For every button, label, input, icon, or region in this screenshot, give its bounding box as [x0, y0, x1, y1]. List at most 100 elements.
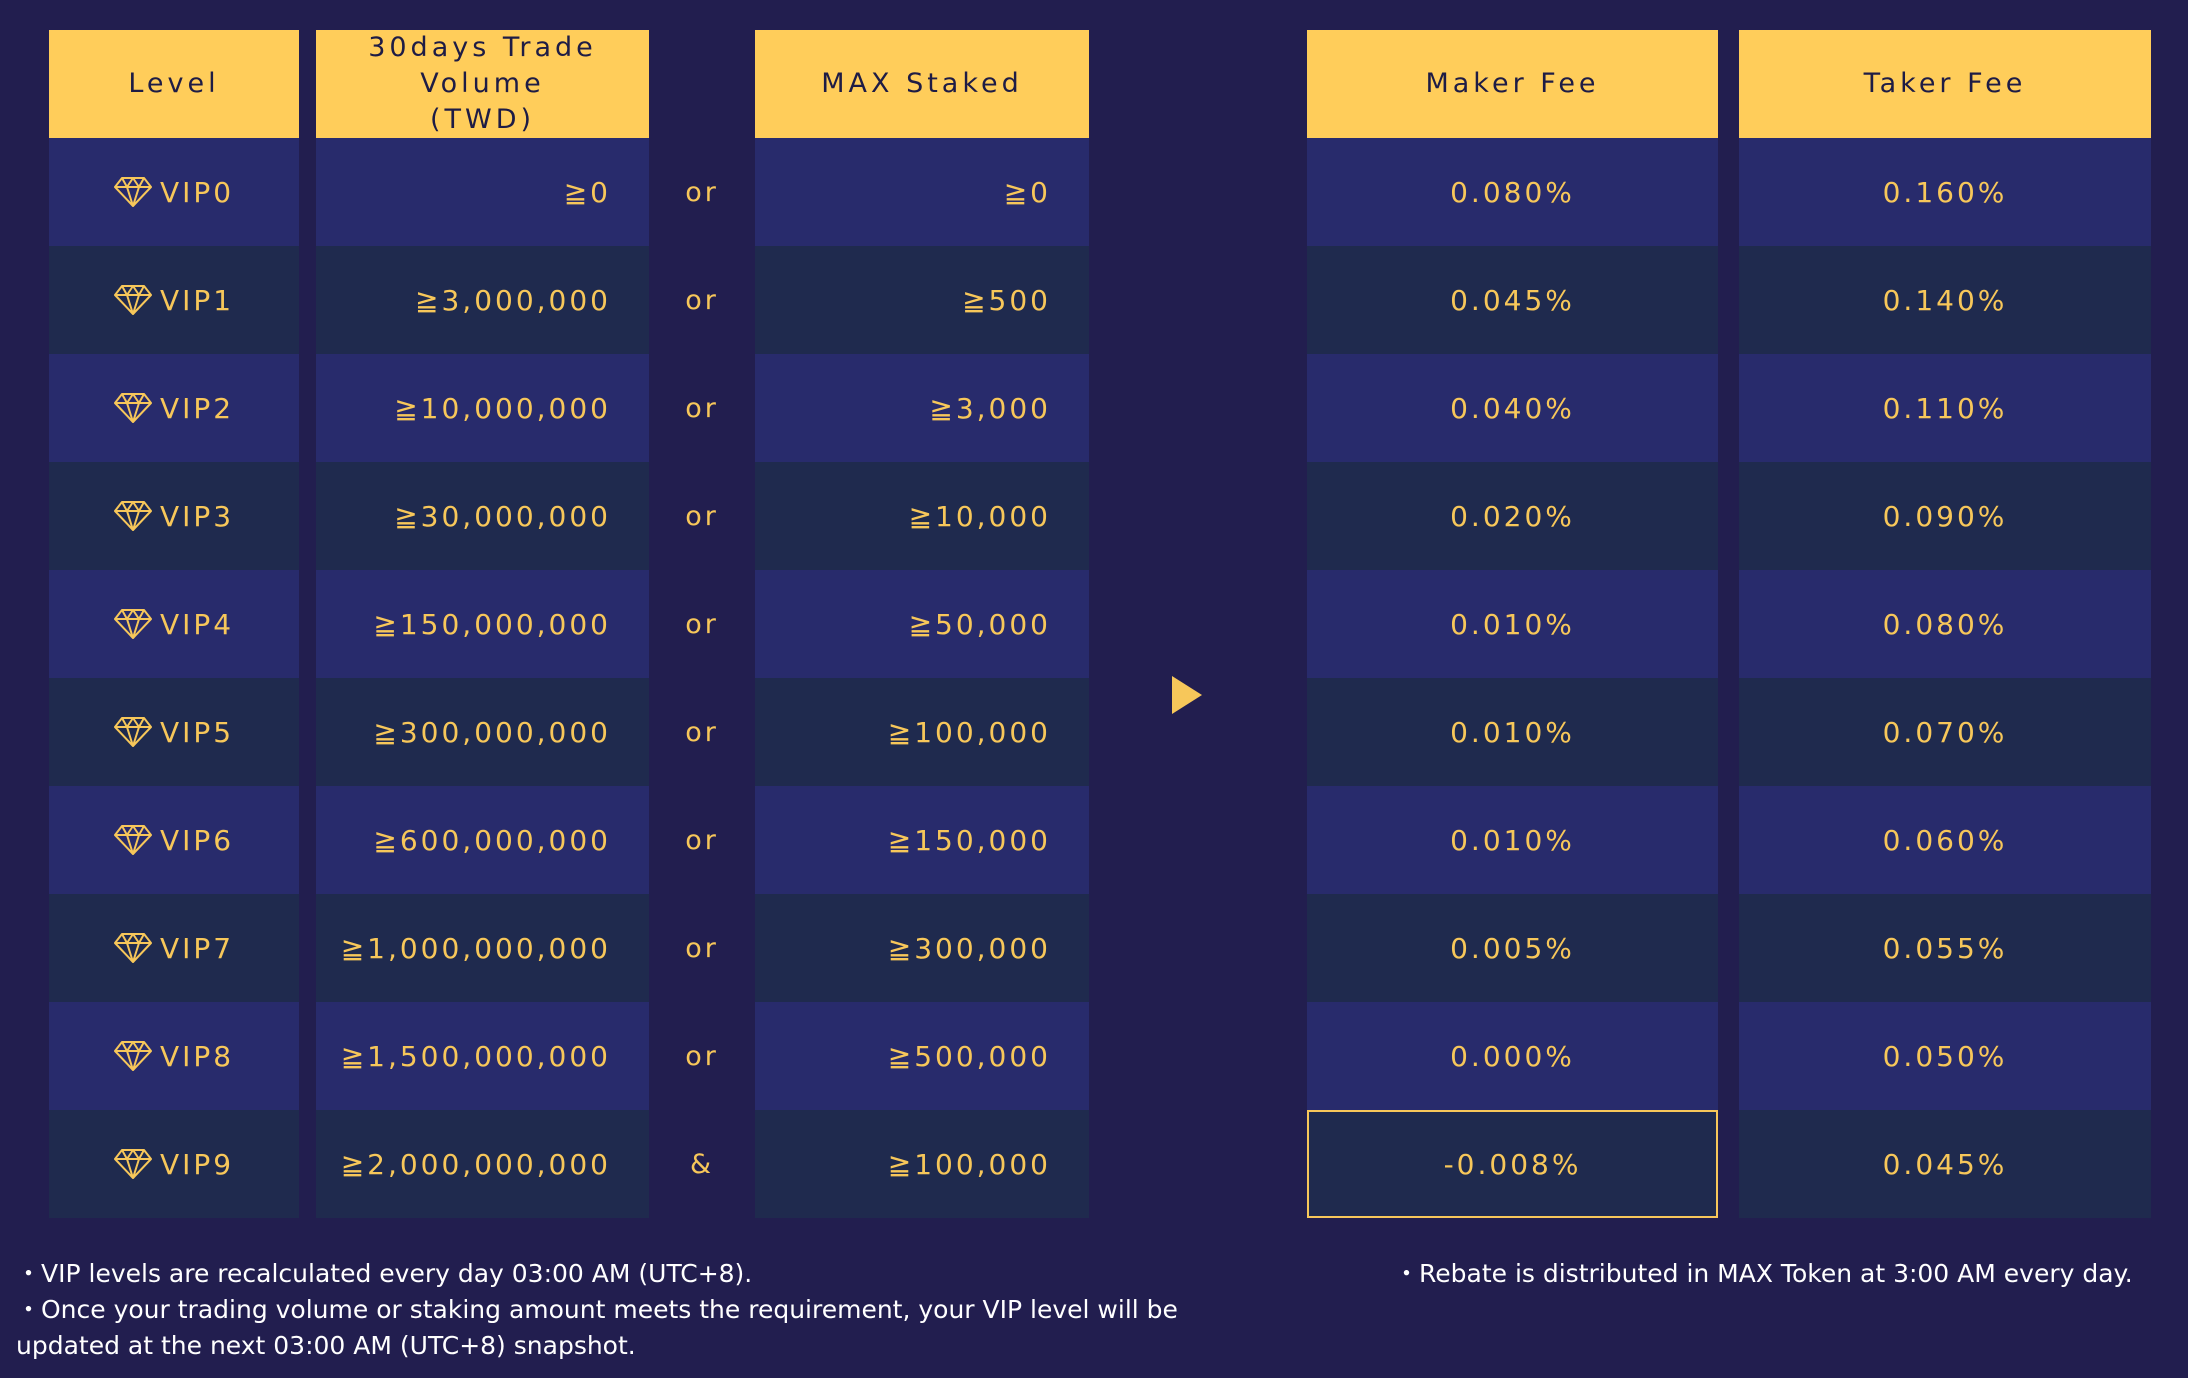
cell-volume: ≧1,500,000,000 [316, 1002, 649, 1110]
staked-value: ≧500 [962, 283, 1051, 317]
header-maker-label: Maker Fee [1425, 68, 1600, 99]
diamond-icon [113, 501, 152, 531]
cell-volume: ≧3,000,000 [316, 246, 649, 354]
staked-value: ≧50,000 [908, 607, 1051, 641]
cell-volume: ≧300,000,000 [316, 678, 649, 786]
cell-staked: ≧50,000 [755, 570, 1089, 678]
volume-value: ≧2,000,000,000 [340, 1147, 611, 1181]
level-label: VIP7 [159, 931, 235, 965]
cell-level: VIP8 [49, 1002, 299, 1110]
cell-level: VIP0 [49, 138, 299, 246]
level-label: VIP6 [159, 823, 235, 857]
cell-taker: 0.060% [1739, 786, 2151, 894]
cell-maker: -0.008% [1307, 1110, 1718, 1218]
header-staked: MAX Staked [755, 30, 1089, 138]
cell-staked: ≧150,000 [755, 786, 1089, 894]
cell-staked: ≧100,000 [755, 1110, 1089, 1218]
diamond-icon [113, 825, 152, 855]
taker-value: 0.045% [1882, 1147, 2008, 1181]
cell-taker: 0.050% [1739, 1002, 2151, 1110]
cell-taker: 0.045% [1739, 1110, 2151, 1218]
cell-volume: ≧150,000,000 [316, 570, 649, 678]
note-left-1: ・VIP levels are recalculated every day 0… [16, 1259, 753, 1288]
cell-staked: ≧100,000 [755, 678, 1089, 786]
maker-value: 0.045% [1450, 283, 1575, 317]
diamond-icon [113, 1041, 152, 1071]
diamond-icon [113, 393, 152, 423]
header-volume: 30days Trade Volume (TWD) [316, 30, 649, 138]
level-label: VIP4 [159, 607, 235, 641]
level-label: VIP9 [159, 1147, 235, 1181]
staked-value: ≧300,000 [887, 931, 1051, 965]
cell-level: VIP2 [49, 354, 299, 462]
diamond-icon [113, 1149, 152, 1179]
diamond-icon [113, 717, 152, 747]
diamond-icon [113, 177, 152, 207]
header-level: Level [49, 30, 299, 138]
cell-volume: ≧1,000,000,000 [316, 894, 649, 1002]
header-volume-line3: (TWD) [429, 104, 536, 135]
cell-maker: 0.020% [1307, 462, 1718, 570]
cell-maker: 0.040% [1307, 354, 1718, 462]
header-taker-label: Taker Fee [1863, 68, 2027, 99]
level-label: VIP8 [159, 1039, 235, 1073]
volume-value: ≧10,000,000 [394, 391, 611, 425]
volume-value: ≧30,000,000 [394, 499, 611, 533]
maker-value: -0.008% [1443, 1147, 1582, 1181]
connector-label: or [685, 500, 719, 532]
taker-value: 0.060% [1882, 823, 2008, 857]
cell-level: VIP6 [49, 786, 299, 894]
volume-value: ≧3,000,000 [415, 283, 611, 317]
cell-volume: ≧2,000,000,000 [316, 1110, 649, 1218]
cell-taker: 0.110% [1739, 354, 2151, 462]
taker-value: 0.050% [1882, 1039, 2008, 1073]
note-right-1: ・Rebate is distributed in MAX Token at 3… [1394, 1259, 2133, 1288]
maker-value: 0.080% [1450, 175, 1575, 209]
staked-value: ≧100,000 [887, 715, 1051, 749]
header-volume-line1: 30days Trade [368, 32, 597, 63]
volume-value: ≧1,000,000,000 [340, 931, 611, 965]
taker-value: 0.160% [1882, 175, 2008, 209]
staked-value: ≧150,000 [887, 823, 1051, 857]
connector-label: or [685, 284, 719, 316]
note-left-2: ・Once your trading volume or staking amo… [16, 1295, 1178, 1324]
level-label: VIP5 [159, 715, 235, 749]
cell-volume: ≧30,000,000 [316, 462, 649, 570]
cell-maker: 0.010% [1307, 570, 1718, 678]
diamond-icon [113, 285, 152, 315]
connector-label: or [685, 392, 719, 424]
taker-value: 0.140% [1882, 283, 2008, 317]
maker-value: 0.010% [1450, 715, 1575, 749]
volume-value: ≧150,000,000 [373, 607, 611, 641]
staked-value: ≧0 [1003, 175, 1051, 209]
level-label: VIP0 [159, 175, 235, 209]
level-label: VIP2 [159, 391, 235, 425]
connector-label: & [689, 1148, 715, 1180]
volume-value: ≧600,000,000 [373, 823, 611, 857]
connector-label: or [685, 824, 719, 856]
cell-maker: 0.010% [1307, 678, 1718, 786]
cell-taker: 0.070% [1739, 678, 2151, 786]
header-taker-fee: Taker Fee [1739, 30, 2151, 138]
diamond-icon [113, 933, 152, 963]
maker-value: 0.010% [1450, 823, 1575, 857]
level-label: VIP3 [159, 499, 235, 533]
header-maker-fee: Maker Fee [1307, 30, 1718, 138]
taker-value: 0.055% [1882, 931, 2008, 965]
note-left-3: updated at the next 03:00 AM (UTC+8) sna… [16, 1331, 636, 1360]
cell-volume: ≧10,000,000 [316, 354, 649, 462]
volume-value: ≧0 [563, 175, 611, 209]
maker-value: 0.020% [1450, 499, 1575, 533]
cell-taker: 0.090% [1739, 462, 2151, 570]
play-arrow-icon [1172, 676, 1202, 714]
cell-level: VIP7 [49, 894, 299, 1002]
volume-value: ≧300,000,000 [373, 715, 611, 749]
cell-staked: ≧300,000 [755, 894, 1089, 1002]
cell-taker: 0.080% [1739, 570, 2151, 678]
header-volume-line2: Volume [420, 68, 545, 99]
cell-maker: 0.000% [1307, 1002, 1718, 1110]
cell-staked: ≧0 [755, 138, 1089, 246]
taker-value: 0.070% [1882, 715, 2008, 749]
connector-label: or [685, 176, 719, 208]
cell-level: VIP1 [49, 246, 299, 354]
